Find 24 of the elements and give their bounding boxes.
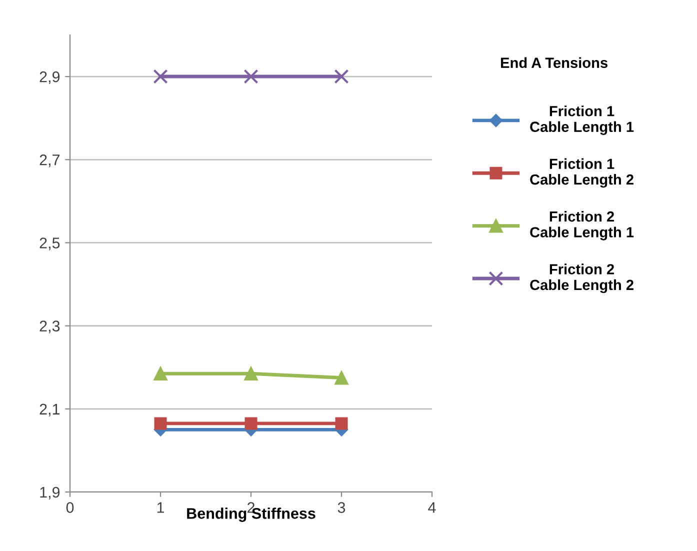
point [334, 69, 349, 84]
x-tick-label: 4 [428, 502, 436, 513]
y-tick-label: 2,9 [40, 71, 60, 84]
y-tick-label: 2,3 [40, 320, 60, 334]
y-tick-label: 2,7 [40, 154, 60, 168]
point [334, 370, 348, 385]
legend-label: Friction 1 Cable Length 2 [530, 158, 634, 188]
y-tick-label: 2,5 [40, 238, 60, 250]
legend-title: End A Tensions [501, 57, 608, 68]
point [244, 69, 258, 84]
point [244, 417, 258, 430]
x-tick-label: 3 [338, 502, 346, 513]
legend-label: Friction 2 Cable Length 1 [530, 210, 634, 240]
y-tick-label: 2,1 [40, 404, 60, 416]
y-tick-label: 1,9 [40, 486, 60, 500]
point [244, 366, 258, 381]
x-tick-label: 0 [66, 502, 74, 513]
point [154, 366, 168, 381]
legend-label: Friction 1 Cable Length 1 [530, 106, 634, 135]
point [153, 69, 168, 84]
point [335, 417, 348, 430]
point [154, 417, 167, 430]
legend-label: Friction 2 Cable Length 2 [530, 264, 634, 294]
x-tick-label: 1 [157, 502, 164, 513]
